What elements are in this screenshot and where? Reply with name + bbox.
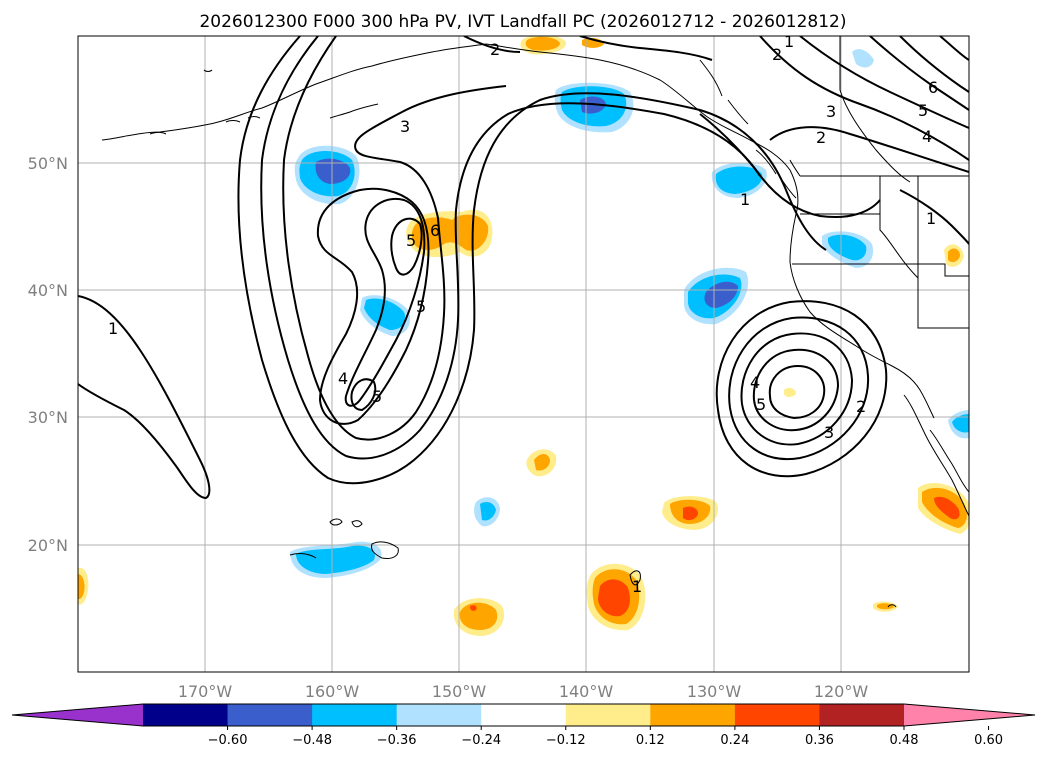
- lon-label: 170°W: [178, 682, 233, 701]
- contour-label: 2: [772, 45, 782, 64]
- colorbar-tick-label: 0.60: [974, 733, 1003, 748]
- lat-label: 50°N: [28, 154, 68, 173]
- colorbar-tick-label: 0.36: [805, 733, 834, 748]
- colorbar-segment: [734, 704, 820, 726]
- negative-anomaly-fill: [290, 49, 969, 578]
- contour-label: 6: [928, 78, 938, 97]
- positive-anomaly-fill: [78, 36, 969, 636]
- colorbar-segment: [481, 704, 567, 726]
- colorbar-tick-label: 0.12: [636, 733, 665, 748]
- contour-label: 2: [490, 40, 500, 59]
- contour-label: 3: [400, 117, 410, 136]
- contour-label: 1: [784, 32, 794, 51]
- colorbar: −0.60 −0.48 −0.36 −0.24 −0.12 0.12 0.24 0.36 0.4…: [11, 703, 1036, 748]
- lat-label: 30°N: [28, 408, 68, 427]
- map-area: 2 1 2 3 6 5 4 2 1 1 3 6 5 5 1 4 5 4 5 3 …: [78, 32, 969, 672]
- map-frame: [77, 35, 970, 673]
- coastlines: [101, 43, 969, 608]
- political-boundaries: [789, 36, 969, 329]
- colorbar-tick-label: −0.48: [292, 733, 332, 748]
- contour-label: 3: [826, 102, 836, 121]
- colorbar-segment: [396, 704, 482, 726]
- contour-label: 2: [816, 128, 826, 147]
- lat-label: 40°N: [28, 281, 68, 300]
- lon-label: 140°W: [559, 682, 614, 701]
- contour-label: 5: [756, 395, 766, 414]
- figure-title: 2026012300 F000 300 hPa PV, IVT Landfall…: [199, 12, 846, 32]
- contour-label: 1: [108, 319, 118, 338]
- colorbar-tick-label: 0.24: [720, 733, 749, 748]
- colorbar-segment: [565, 704, 651, 726]
- contour-label: 4: [750, 373, 760, 392]
- colorbar-segment: [227, 704, 313, 726]
- colorbar-tick-label: −0.12: [546, 733, 586, 748]
- colorbar-tick-label: −0.36: [377, 733, 417, 748]
- contour-label: 4: [922, 127, 932, 146]
- colorbar-segment: [650, 704, 736, 726]
- contour-label: 3: [824, 423, 834, 442]
- latitude-labels: 50°N 40°N 30°N 20°N: [28, 154, 68, 555]
- colorbar-segment: [312, 704, 398, 726]
- lon-label: 130°W: [687, 682, 742, 701]
- contour-label: 4: [338, 369, 348, 388]
- contour-label: 5: [372, 387, 382, 406]
- longitude-labels: 170°W 160°W 150°W 140°W 130°W 120°W: [178, 682, 869, 701]
- colorbar-tick-label: −0.24: [461, 733, 501, 748]
- contour-label: 5: [406, 231, 416, 250]
- contour-label: 6: [430, 221, 440, 240]
- pv-contours: [78, 36, 969, 500]
- lon-label: 150°W: [432, 682, 487, 701]
- contour-label: 5: [918, 101, 928, 120]
- graticule: [78, 36, 969, 672]
- contour-label: 2: [856, 397, 866, 416]
- lat-label: 20°N: [28, 536, 68, 555]
- contour-label: 1: [740, 190, 750, 209]
- contour-label: 1: [926, 209, 936, 228]
- colorbar-extend-high: [904, 704, 1035, 726]
- contour-label: 5: [416, 297, 426, 316]
- colorbar-tick-label: 0.48: [890, 733, 919, 748]
- contour-labels: 2 1 2 3 6 5 4 2 1 1 3 6 5 5 1 4 5 4 5 3 …: [108, 32, 938, 596]
- colorbar-tick-label: −0.60: [208, 733, 248, 748]
- lon-label: 120°W: [814, 682, 869, 701]
- colorbar-segment: [819, 704, 905, 726]
- colorbar-segment: [143, 704, 229, 726]
- colorbar-extend-low: [12, 704, 143, 726]
- lon-label: 160°W: [305, 682, 360, 701]
- contour-label: 1: [632, 577, 642, 596]
